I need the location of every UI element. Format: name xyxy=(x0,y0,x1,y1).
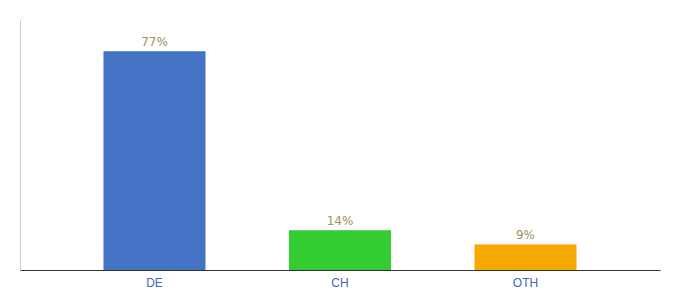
data-label: 77% xyxy=(141,35,168,49)
x-tick: OTH xyxy=(513,276,538,290)
plot: DE CH OTH 77% 14% 9% xyxy=(21,21,661,290)
bar xyxy=(289,230,391,270)
y-axis-line xyxy=(20,21,21,271)
chart-svg: DE CH OTH 77% 14% 9% xyxy=(0,0,680,300)
bar xyxy=(474,244,576,270)
bar xyxy=(103,51,205,270)
x-tick-label: DE xyxy=(146,276,163,290)
x-tick: CH xyxy=(331,276,348,290)
data-label: 9% xyxy=(516,228,535,242)
x-axis: DE CH OTH xyxy=(21,271,661,290)
bars xyxy=(103,51,576,270)
x-tick-label: CH xyxy=(331,276,348,290)
data-label: 14% xyxy=(327,214,354,228)
y-axis xyxy=(20,21,21,271)
data-labels: 77% 14% 9% xyxy=(141,35,535,242)
x-axis-line xyxy=(21,270,661,271)
x-tick-label: OTH xyxy=(513,276,538,290)
x-tick: DE xyxy=(146,276,163,290)
